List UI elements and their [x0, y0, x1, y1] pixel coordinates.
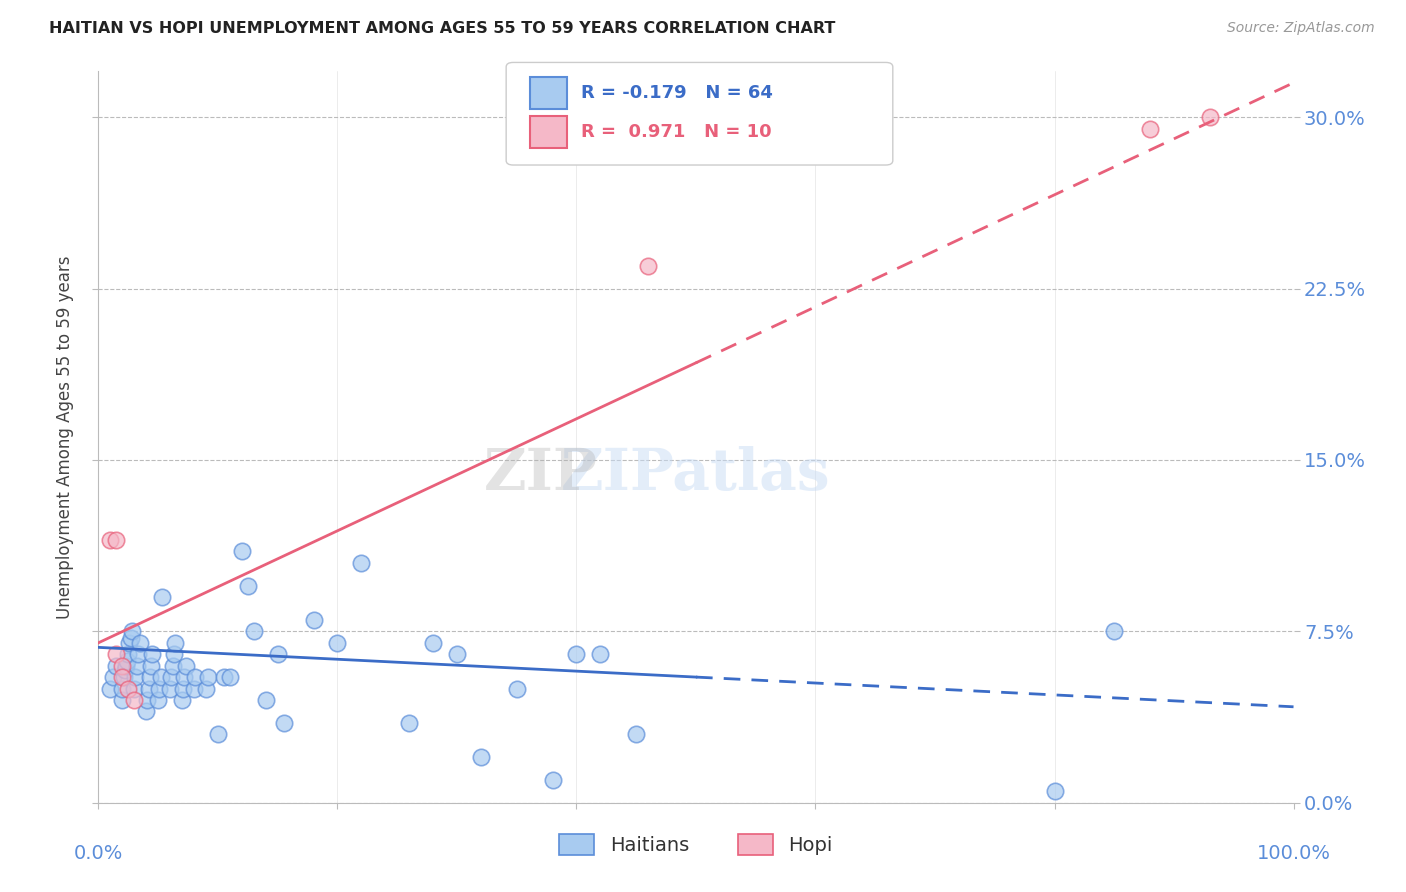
Point	[139, 670, 162, 684]
Point	[350, 556, 373, 570]
Point	[173, 670, 195, 684]
Point	[121, 624, 143, 639]
Point	[172, 693, 194, 707]
Point	[174, 658, 197, 673]
Point	[506, 681, 529, 696]
Point	[1199, 110, 1222, 124]
Point	[267, 647, 290, 661]
Point	[565, 647, 588, 661]
Point	[124, 681, 146, 696]
Point	[111, 670, 134, 684]
Point	[172, 681, 194, 696]
Point	[1043, 784, 1066, 798]
Text: R =  0.971   N = 10: R = 0.971 N = 10	[581, 123, 772, 141]
Point	[141, 647, 163, 661]
Point	[685, 121, 707, 136]
Point	[105, 533, 128, 547]
Point	[207, 727, 229, 741]
Point	[160, 670, 183, 684]
Point	[219, 670, 242, 684]
Point	[136, 693, 159, 707]
Point	[273, 715, 295, 730]
Point	[150, 590, 173, 604]
Point	[163, 636, 186, 650]
Point	[626, 727, 648, 741]
Point	[637, 259, 659, 273]
Point	[162, 658, 184, 673]
Point	[589, 647, 612, 661]
Point	[101, 670, 124, 684]
Point	[1139, 121, 1161, 136]
Point	[197, 670, 219, 684]
Point	[184, 670, 207, 684]
Text: 100.0%: 100.0%	[1257, 844, 1330, 863]
Text: R = -0.179   N = 64: R = -0.179 N = 64	[581, 84, 772, 102]
Point	[148, 693, 170, 707]
Point	[129, 636, 152, 650]
Text: Source: ZipAtlas.com: Source: ZipAtlas.com	[1227, 21, 1375, 35]
Text: ZIP: ZIP	[484, 446, 598, 501]
Point	[127, 647, 149, 661]
Point	[139, 658, 162, 673]
Point	[115, 654, 138, 668]
Point	[118, 636, 141, 650]
Point	[422, 636, 444, 650]
Point	[117, 681, 139, 696]
Point	[120, 632, 142, 646]
Point	[105, 658, 128, 673]
Point	[124, 670, 146, 684]
Point	[541, 772, 564, 787]
Point	[254, 693, 277, 707]
Point	[135, 705, 157, 719]
Point	[117, 647, 139, 661]
Legend: Haitians, Hopi: Haitians, Hopi	[551, 826, 841, 863]
Point	[1104, 624, 1126, 639]
Point	[163, 647, 186, 661]
Point	[302, 613, 325, 627]
Point	[138, 681, 160, 696]
Text: HAITIAN VS HOPI UNEMPLOYMENT AMONG AGES 55 TO 59 YEARS CORRELATION CHART: HAITIAN VS HOPI UNEMPLOYMENT AMONG AGES …	[49, 21, 835, 36]
Point	[231, 544, 253, 558]
Point	[149, 670, 172, 684]
Point	[98, 681, 122, 696]
Point	[470, 750, 492, 764]
Point	[111, 693, 134, 707]
Y-axis label: Unemployment Among Ages 55 to 59 years: Unemployment Among Ages 55 to 59 years	[56, 255, 75, 619]
Point	[111, 681, 134, 696]
Point	[148, 681, 170, 696]
Point	[243, 624, 266, 639]
Point	[398, 715, 420, 730]
Point	[195, 681, 218, 696]
Point	[183, 681, 205, 696]
Point	[111, 658, 134, 673]
Point	[125, 658, 148, 673]
Point	[124, 693, 146, 707]
Text: ZIPatlas: ZIPatlas	[561, 446, 831, 501]
Point	[159, 681, 181, 696]
Point	[326, 636, 349, 650]
Point	[112, 670, 135, 684]
Text: 0.0%: 0.0%	[73, 844, 124, 863]
Point	[446, 647, 468, 661]
Point	[105, 647, 128, 661]
Point	[98, 533, 122, 547]
Point	[114, 663, 136, 677]
Point	[115, 658, 138, 673]
Point	[212, 670, 235, 684]
Point	[236, 579, 259, 593]
